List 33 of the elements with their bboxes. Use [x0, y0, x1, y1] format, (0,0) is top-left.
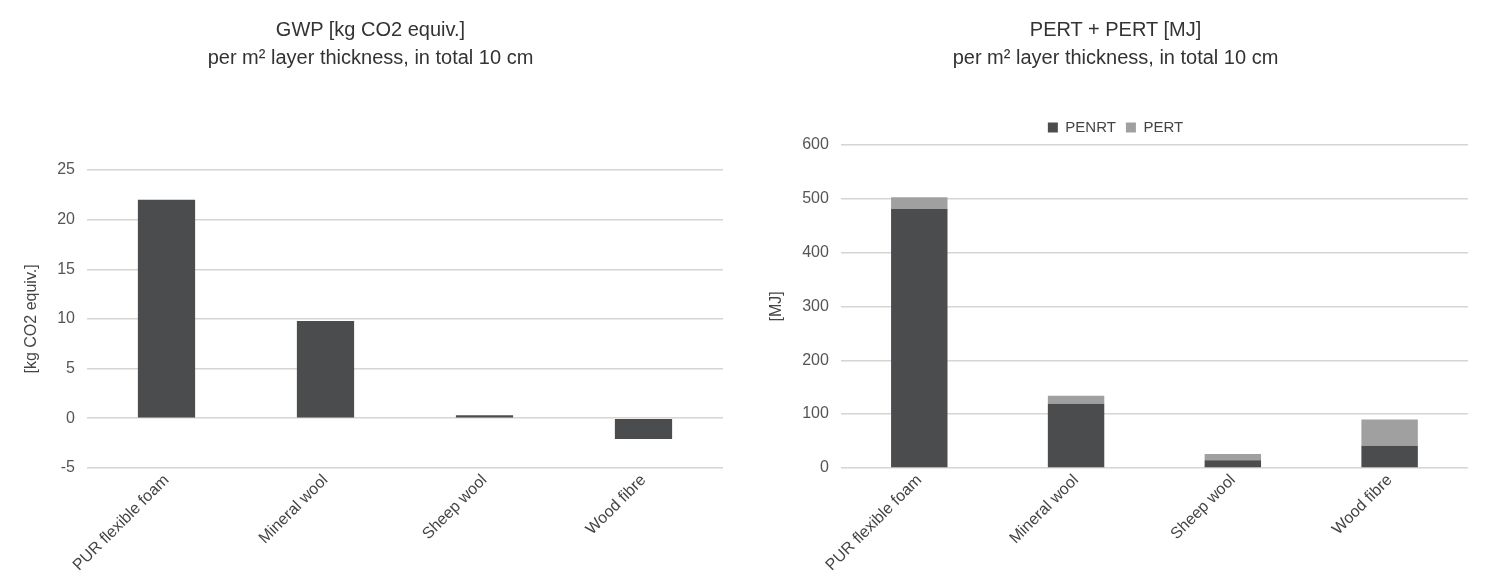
- bar: [1047, 395, 1105, 404]
- y-tick-label: 300: [802, 296, 829, 314]
- bar: [137, 199, 196, 418]
- chart-title: PERT + PERT [MJ]: [1029, 17, 1202, 40]
- y-tick-label: 0: [66, 408, 76, 426]
- chart-subtitle: per m² layer thickness, in total 10 cm: [207, 45, 534, 68]
- bar: [1361, 445, 1418, 468]
- bar: [614, 418, 673, 440]
- y-tick-label: 0: [819, 458, 829, 476]
- y-tick-label: 100: [802, 404, 829, 422]
- y-tick-label: 5: [66, 358, 76, 376]
- y-tick-label: 10: [57, 309, 76, 327]
- bar: [296, 320, 355, 418]
- y-tick-label: -5: [60, 458, 76, 476]
- y-axis-title: [kg CO2 equiv.]: [22, 264, 40, 374]
- y-tick-label: 200: [802, 350, 829, 368]
- bar: [891, 197, 948, 210]
- legend-label: PENRT: [1065, 117, 1116, 135]
- bar: [1204, 460, 1262, 468]
- y-axis-title: [MJ]: [767, 291, 785, 322]
- y-tick-label: 500: [802, 189, 829, 207]
- y-tick-label: 400: [802, 243, 829, 261]
- y-tick-label: 600: [802, 135, 829, 153]
- bar: [1047, 403, 1105, 468]
- bar: [1361, 419, 1418, 446]
- y-tick-label: 25: [57, 160, 76, 178]
- legend-label: PERT: [1143, 117, 1184, 135]
- chart-subtitle: per m² layer thickness, in total 10 cm: [952, 45, 1279, 68]
- chart-title: GWP [kg CO2 equiv.]: [275, 17, 466, 40]
- y-tick-label: 15: [57, 259, 76, 277]
- bar: [1204, 453, 1262, 461]
- bar: [891, 209, 948, 468]
- y-tick-label: 20: [57, 210, 76, 228]
